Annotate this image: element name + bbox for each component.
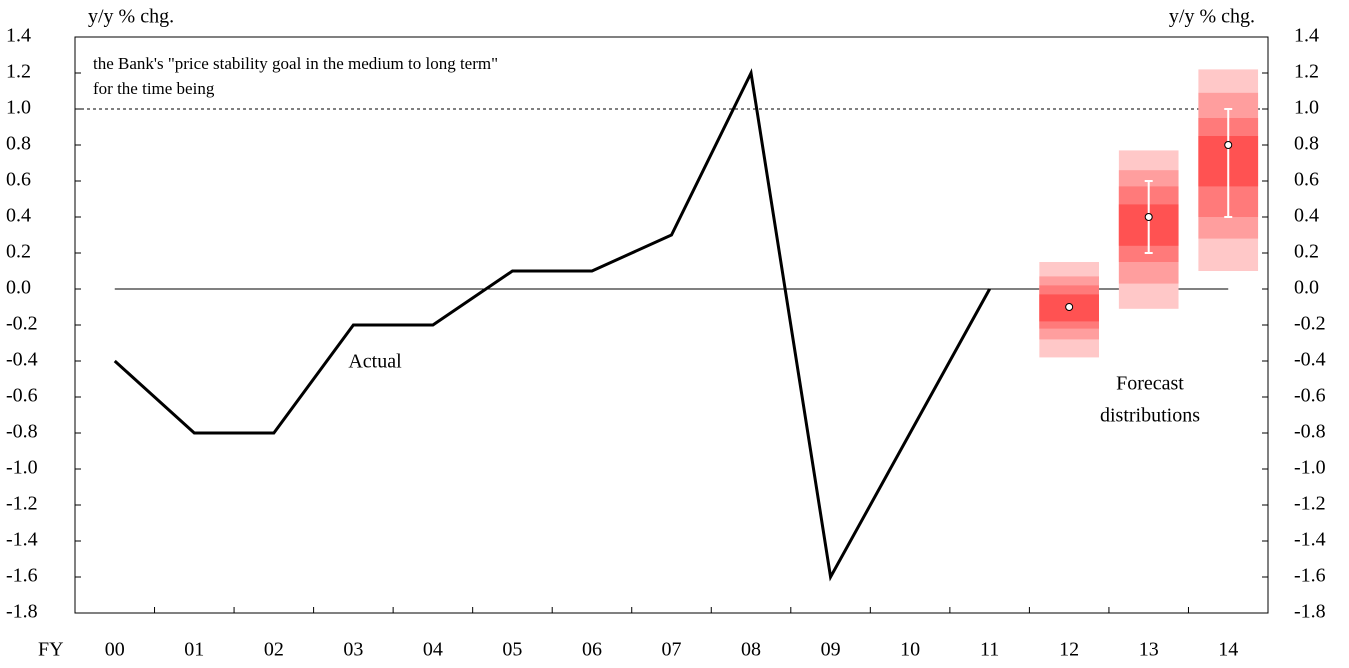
forecast-median	[1224, 141, 1233, 149]
y2-tick-label: 0.0	[1294, 277, 1319, 299]
y2-tick-label: 0.6	[1294, 169, 1319, 191]
forecast-range	[1224, 108, 1233, 218]
y-tick-label: -1.2	[6, 493, 38, 515]
y-tick-label: 0.2	[6, 241, 31, 263]
series-label: Actual	[348, 351, 402, 373]
x-tick-label: 01	[184, 639, 204, 661]
forecast-median	[1144, 213, 1153, 221]
reference-label: the Bank's "price stability goal in the …	[93, 54, 498, 73]
y2-tick-label: 1.4	[1294, 25, 1319, 47]
x-tick-label: 00	[105, 639, 125, 661]
x-tick-label: 02	[264, 639, 284, 661]
x-tick-label: 14	[1218, 639, 1238, 661]
forecast-label: Forecast	[1116, 373, 1184, 395]
y2-tick-label: 0.8	[1294, 133, 1319, 155]
y2-tick-label: 0.2	[1294, 241, 1319, 263]
x-tick-label: 11	[980, 639, 999, 661]
x-tick-label: 04	[423, 639, 443, 661]
y2-tick-label: 1.2	[1294, 61, 1319, 83]
y2-tick-label: 0.4	[1294, 205, 1319, 227]
y2-tick-label: 1.0	[1294, 97, 1319, 119]
y2-tick-label: -0.2	[1294, 313, 1326, 335]
y-tick-label: 0.4	[6, 205, 31, 227]
y-axis-label: y/y % chg.	[88, 6, 174, 28]
forecast-label: distributions	[1100, 405, 1200, 427]
y-tick-label: -1.6	[6, 565, 38, 587]
x-tick-label: 12	[1059, 639, 1079, 661]
y2-tick-label: -1.4	[1294, 529, 1326, 551]
y2-tick-label: -1.2	[1294, 493, 1326, 515]
y-tick-label: 1.4	[6, 25, 31, 47]
y-tick-label: -0.6	[6, 385, 38, 407]
y2-axis-label: y/y % chg.	[1169, 6, 1255, 28]
y-tick-label: -0.4	[6, 349, 38, 371]
y-tick-label: -0.8	[6, 421, 38, 443]
y2-tick-label: -0.8	[1294, 421, 1326, 443]
x-tick-label: 06	[582, 639, 602, 661]
y2-tick-label: -1.0	[1294, 457, 1326, 479]
y2-tick-label: -0.6	[1294, 385, 1326, 407]
y2-tick-label: -0.4	[1294, 349, 1326, 371]
reference-label: for the time being	[93, 79, 215, 98]
series-line	[113, 68, 991, 582]
forecast-median	[1065, 303, 1074, 311]
y2-tick-label: -1.8	[1294, 601, 1326, 623]
y-tick-label: 1.2	[6, 61, 31, 83]
y-tick-label: 0.6	[6, 169, 31, 191]
x-tick-label: 05	[502, 639, 522, 661]
y-tick-label: -0.2	[6, 313, 38, 335]
x-tick-label: 09	[821, 639, 841, 661]
y-tick-label: -1.4	[6, 529, 38, 551]
x-tick-label: 10	[900, 639, 920, 661]
x-tick-label: 13	[1139, 639, 1159, 661]
y-tick-label: -1.0	[6, 457, 38, 479]
y-tick-label: 0.8	[6, 133, 31, 155]
y-tick-label: 1.0	[6, 97, 31, 119]
y-tick-label: -1.8	[6, 601, 38, 623]
x-axis-label: FY	[38, 639, 64, 661]
y2-tick-label: -1.6	[1294, 565, 1326, 587]
x-tick-label: 08	[741, 639, 761, 661]
x-tick-label: 03	[343, 639, 363, 661]
x-tick-label: 07	[662, 639, 682, 661]
y-tick-label: 0.0	[6, 277, 31, 299]
